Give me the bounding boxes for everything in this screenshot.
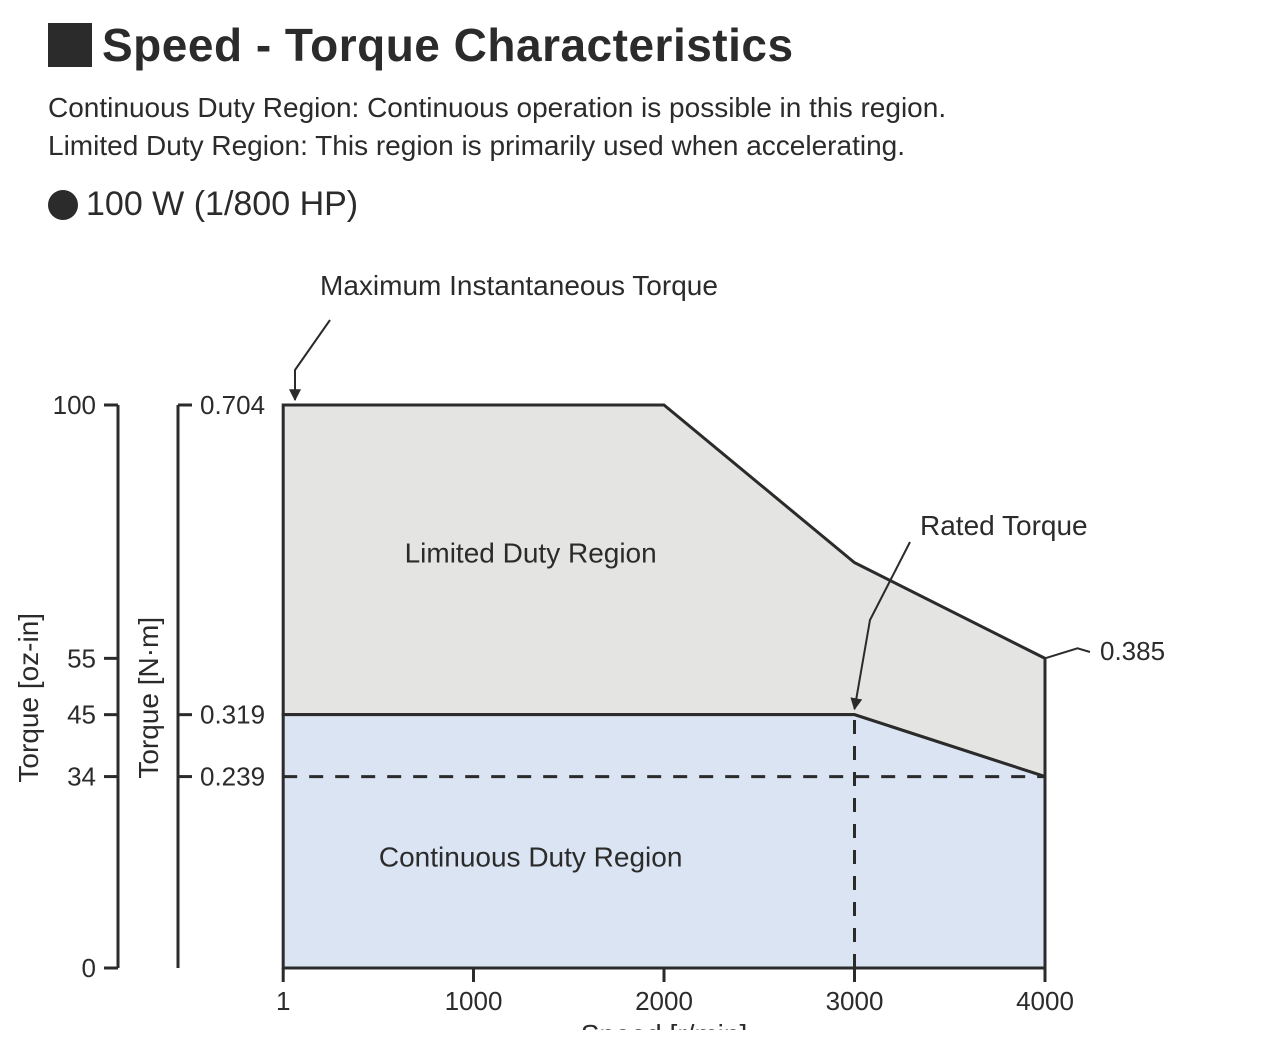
chart-container: 0 34 45 55 100 Torque [oz-in] 0.239 0.319 0.704 T…	[0, 240, 1280, 1030]
callout-rated-torque-label: Rated Torque	[920, 510, 1088, 541]
callout-0385-leader	[1045, 648, 1090, 658]
x-tick-label: 3000	[826, 986, 884, 1016]
y-tick-label-nm: 0.239	[200, 762, 265, 792]
x-tick-label: 2000	[635, 986, 693, 1016]
y-axis-label-nm: Torque [N·m]	[133, 617, 164, 779]
circle-bullet-icon	[48, 190, 78, 220]
page-title: Speed - Torque Characteristics	[102, 18, 794, 72]
speed-torque-chart: 0 34 45 55 100 Torque [oz-in] 0.239 0.319 0.704 T…	[0, 240, 1280, 1030]
callout-0385-label: 0.385	[1100, 636, 1165, 666]
subheader-row: 100 W (1/800 HP)	[48, 185, 358, 224]
x-axis-label: Speed [r/min]	[581, 1019, 748, 1030]
limited-region-label: Limited Duty Region	[405, 538, 657, 569]
x-tick-label: 1000	[445, 986, 503, 1016]
y-tick-label-ozin: 0	[82, 953, 96, 983]
description-line-1: Continuous Duty Region: Continuous opera…	[48, 92, 946, 124]
square-bullet-icon	[48, 23, 92, 67]
y-tick-label-nm: 0.319	[200, 700, 265, 730]
y-tick-label-nm: 0.704	[200, 390, 265, 420]
y-tick-label-ozin: 100	[53, 390, 96, 420]
callout-max-torque-label: Maximum Instantaneous Torque	[320, 270, 718, 301]
subheader-text: 100 W (1/800 HP)	[86, 185, 358, 224]
page: Speed - Torque Characteristics Continuou…	[0, 0, 1280, 1043]
y-tick-label-ozin: 34	[67, 762, 96, 792]
x-tick-label: 4000	[1016, 986, 1074, 1016]
y-tick-label-ozin: 55	[67, 643, 96, 673]
callout-max-torque-arrow	[295, 320, 330, 400]
description-line-2: Limited Duty Region: This region is prim…	[48, 130, 905, 162]
title-row: Speed - Torque Characteristics	[48, 18, 794, 72]
continuous-region-label: Continuous Duty Region	[379, 842, 683, 873]
y-tick-label-ozin: 45	[67, 700, 96, 730]
y-axis-label-ozin: Torque [oz-in]	[13, 613, 44, 783]
x-tick-label: 1	[276, 986, 290, 1016]
